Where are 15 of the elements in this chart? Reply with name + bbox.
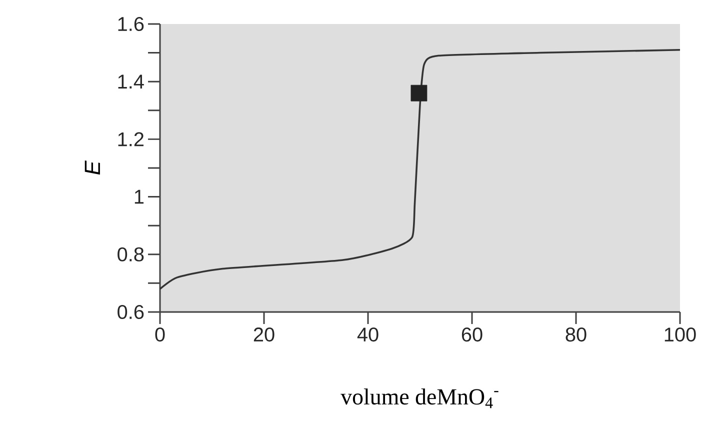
x-tick-label: 60 xyxy=(462,328,482,342)
x-tick-label: 100 xyxy=(664,328,696,342)
y-tick-label: 1 xyxy=(134,190,144,204)
y-axis-title: E xyxy=(84,160,100,175)
x-tick-label: 80 xyxy=(566,328,586,342)
y-tick-label: 0.6 xyxy=(118,304,144,320)
line-series xyxy=(159,49,681,290)
x-axis-title: volume deMnO$_{4}$- xyxy=(340,388,498,408)
y-tick-label: 1.4 xyxy=(118,74,144,88)
y-tick-label: 0.8 xyxy=(118,247,144,262)
x-tick-label: 0 xyxy=(155,328,165,342)
y-tick-label: 1.2 xyxy=(118,132,144,146)
x-tick-label: 20 xyxy=(254,328,274,342)
x-tick-label: 40 xyxy=(357,328,378,342)
y-tick-label: 1.6 xyxy=(118,16,144,32)
